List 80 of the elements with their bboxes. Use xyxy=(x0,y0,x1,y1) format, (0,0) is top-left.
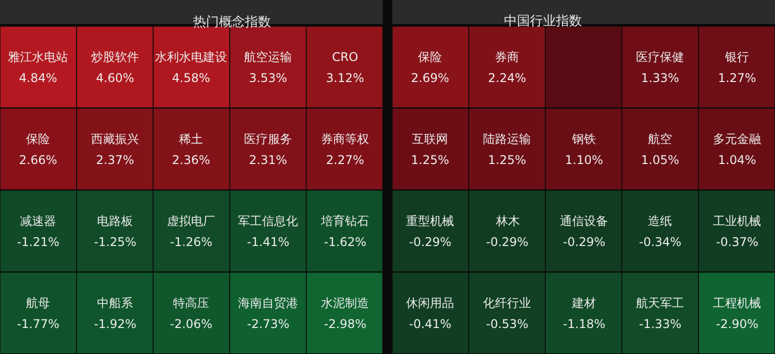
category-label: 造纸 xyxy=(648,214,672,228)
category-label: 虚拟电厂 xyxy=(167,214,215,228)
data-label: 2.36% xyxy=(172,153,210,167)
category-label: 军工信息化 xyxy=(238,214,298,228)
data-label: -0.34% xyxy=(639,235,682,249)
data-label: 1.10% xyxy=(565,153,604,167)
data-label: 2.69% xyxy=(411,71,450,85)
category-label: 西藏振兴 xyxy=(91,132,139,146)
data-label: -1.92% xyxy=(94,317,136,331)
data-label: 1.33% xyxy=(641,71,680,85)
category-label: 多元金融 xyxy=(713,132,761,146)
text: 中国行业指数 xyxy=(504,14,582,29)
data-label: -1.18% xyxy=(563,317,606,331)
data-label: -1.21% xyxy=(17,235,60,249)
category-label: 工业机械 xyxy=(713,214,761,228)
data-label: -1.41% xyxy=(247,235,290,249)
category-label: 工程机械 xyxy=(713,296,761,310)
category-label: 林木 xyxy=(495,214,520,228)
data-label: -1.77% xyxy=(17,317,60,331)
data-label: 3.12% xyxy=(326,71,364,85)
data-label: -2.06% xyxy=(170,317,212,331)
data-label: -0.41% xyxy=(409,317,452,331)
category-label: 休闲用品 xyxy=(406,296,454,310)
category-label: 特高压 xyxy=(173,296,209,310)
category-label: 通信设备 xyxy=(560,214,608,228)
data-label: 2.37% xyxy=(96,153,134,167)
data-label: -0.53% xyxy=(486,317,528,331)
category-label: 航空运输 xyxy=(244,50,292,64)
data-label: 2.27% xyxy=(326,153,364,167)
data-label: -0.29% xyxy=(563,235,606,249)
category-label: 炒股软件 xyxy=(91,50,139,64)
category-label: 重型机械 xyxy=(406,214,454,228)
category-label: 水泥制造 xyxy=(321,296,369,310)
data-label: -2.98% xyxy=(324,317,366,331)
category-label: 券商等权 xyxy=(321,132,369,146)
category-label: 减速器 xyxy=(20,214,56,228)
category-label: 雅江水电站 xyxy=(8,50,68,64)
category-label: 培育钻石 xyxy=(320,214,369,228)
category-label: 航天军工 xyxy=(636,296,684,310)
category-label: 保险 xyxy=(418,50,442,64)
category-label: 电路板 xyxy=(97,214,133,228)
data-label: 4.58% xyxy=(172,71,210,85)
category-label: 海南自贸港 xyxy=(238,296,298,310)
category-label: 航母 xyxy=(26,296,50,310)
data-label: 4.84% xyxy=(19,71,58,85)
category-label: 陆路运输 xyxy=(483,132,531,146)
data-label: -1.26% xyxy=(170,235,212,249)
text: 热门概念指数 xyxy=(193,14,271,30)
data-label: -0.29% xyxy=(486,235,528,249)
data-label: -0.37% xyxy=(716,235,758,249)
category-label: 互联网 xyxy=(412,132,448,146)
data-label: -2.90% xyxy=(716,317,758,331)
data-label: -1.33% xyxy=(639,317,682,331)
data-label: 2.31% xyxy=(249,153,288,167)
data-label: -1.25% xyxy=(94,235,136,249)
data-label: 1.27% xyxy=(718,71,756,85)
category-label: 银行 xyxy=(724,50,749,64)
data-label: -1.62% xyxy=(324,235,366,249)
data-label: 3.53% xyxy=(249,71,288,85)
data-label: -2.73% xyxy=(247,317,290,331)
category-label: 券商 xyxy=(495,50,519,64)
category-label: 中船系 xyxy=(97,296,133,310)
category-label: 医疗服务 xyxy=(244,132,292,146)
data-label: 1.25% xyxy=(488,153,526,167)
data-label: 4.60% xyxy=(96,71,134,85)
category-label: 化纤行业 xyxy=(483,296,531,310)
data-label: 2.66% xyxy=(19,153,58,167)
data-label: 1.05% xyxy=(641,153,680,167)
category-label: CRO xyxy=(332,50,358,64)
category-label: 建材 xyxy=(571,296,596,310)
category-label: 稀土 xyxy=(179,132,203,146)
category-label: 水利水电建设 xyxy=(155,50,227,64)
category-label: 钢铁 xyxy=(571,132,596,146)
data-label: -0.29% xyxy=(409,235,452,249)
category-label: 航空 xyxy=(648,132,672,146)
data-label: 1.04% xyxy=(718,153,756,167)
data-label: 2.24% xyxy=(488,71,526,85)
category-label: 保险 xyxy=(26,132,50,146)
category-label: 医疗保健 xyxy=(636,50,684,64)
data-label: 1.25% xyxy=(411,153,450,167)
